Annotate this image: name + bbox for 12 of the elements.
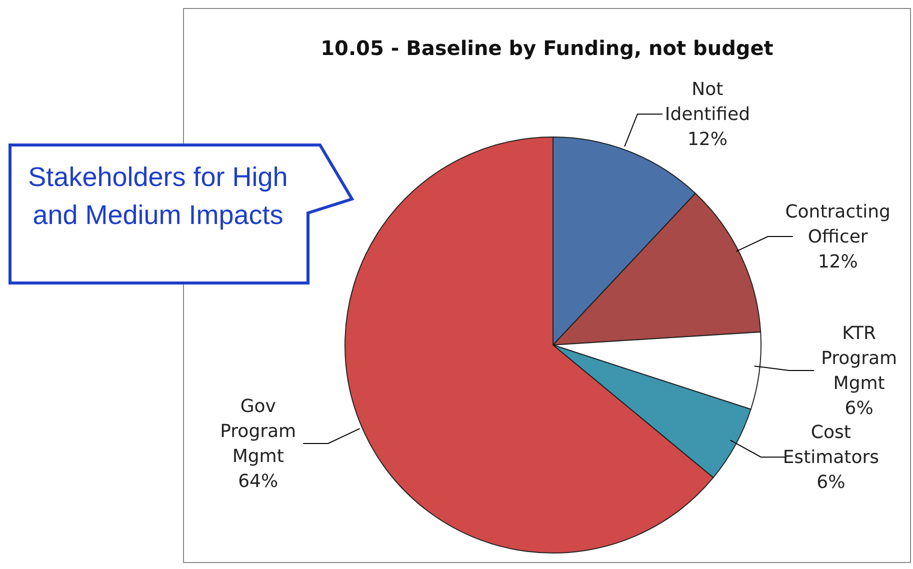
chart-title: 10.05 - Baseline by Funding, not budget (320, 36, 774, 60)
slice-label: KTR Program Mgmt (821, 322, 898, 394)
text: Stakeholders for High and Medium Impacts (27, 161, 289, 232)
data-label: 6% (844, 398, 874, 419)
data-label: 6% (816, 472, 846, 494)
slice-label: Contracting Officer (785, 202, 891, 248)
data-label: 12% (818, 252, 858, 273)
slice-label: Cost Estimators (782, 422, 880, 468)
slice-label: Not Identified (664, 79, 750, 126)
slice-label: Gov Program Mgmt (220, 396, 296, 467)
data-label: 64% (238, 470, 278, 492)
data-label: 12% (687, 129, 728, 150)
